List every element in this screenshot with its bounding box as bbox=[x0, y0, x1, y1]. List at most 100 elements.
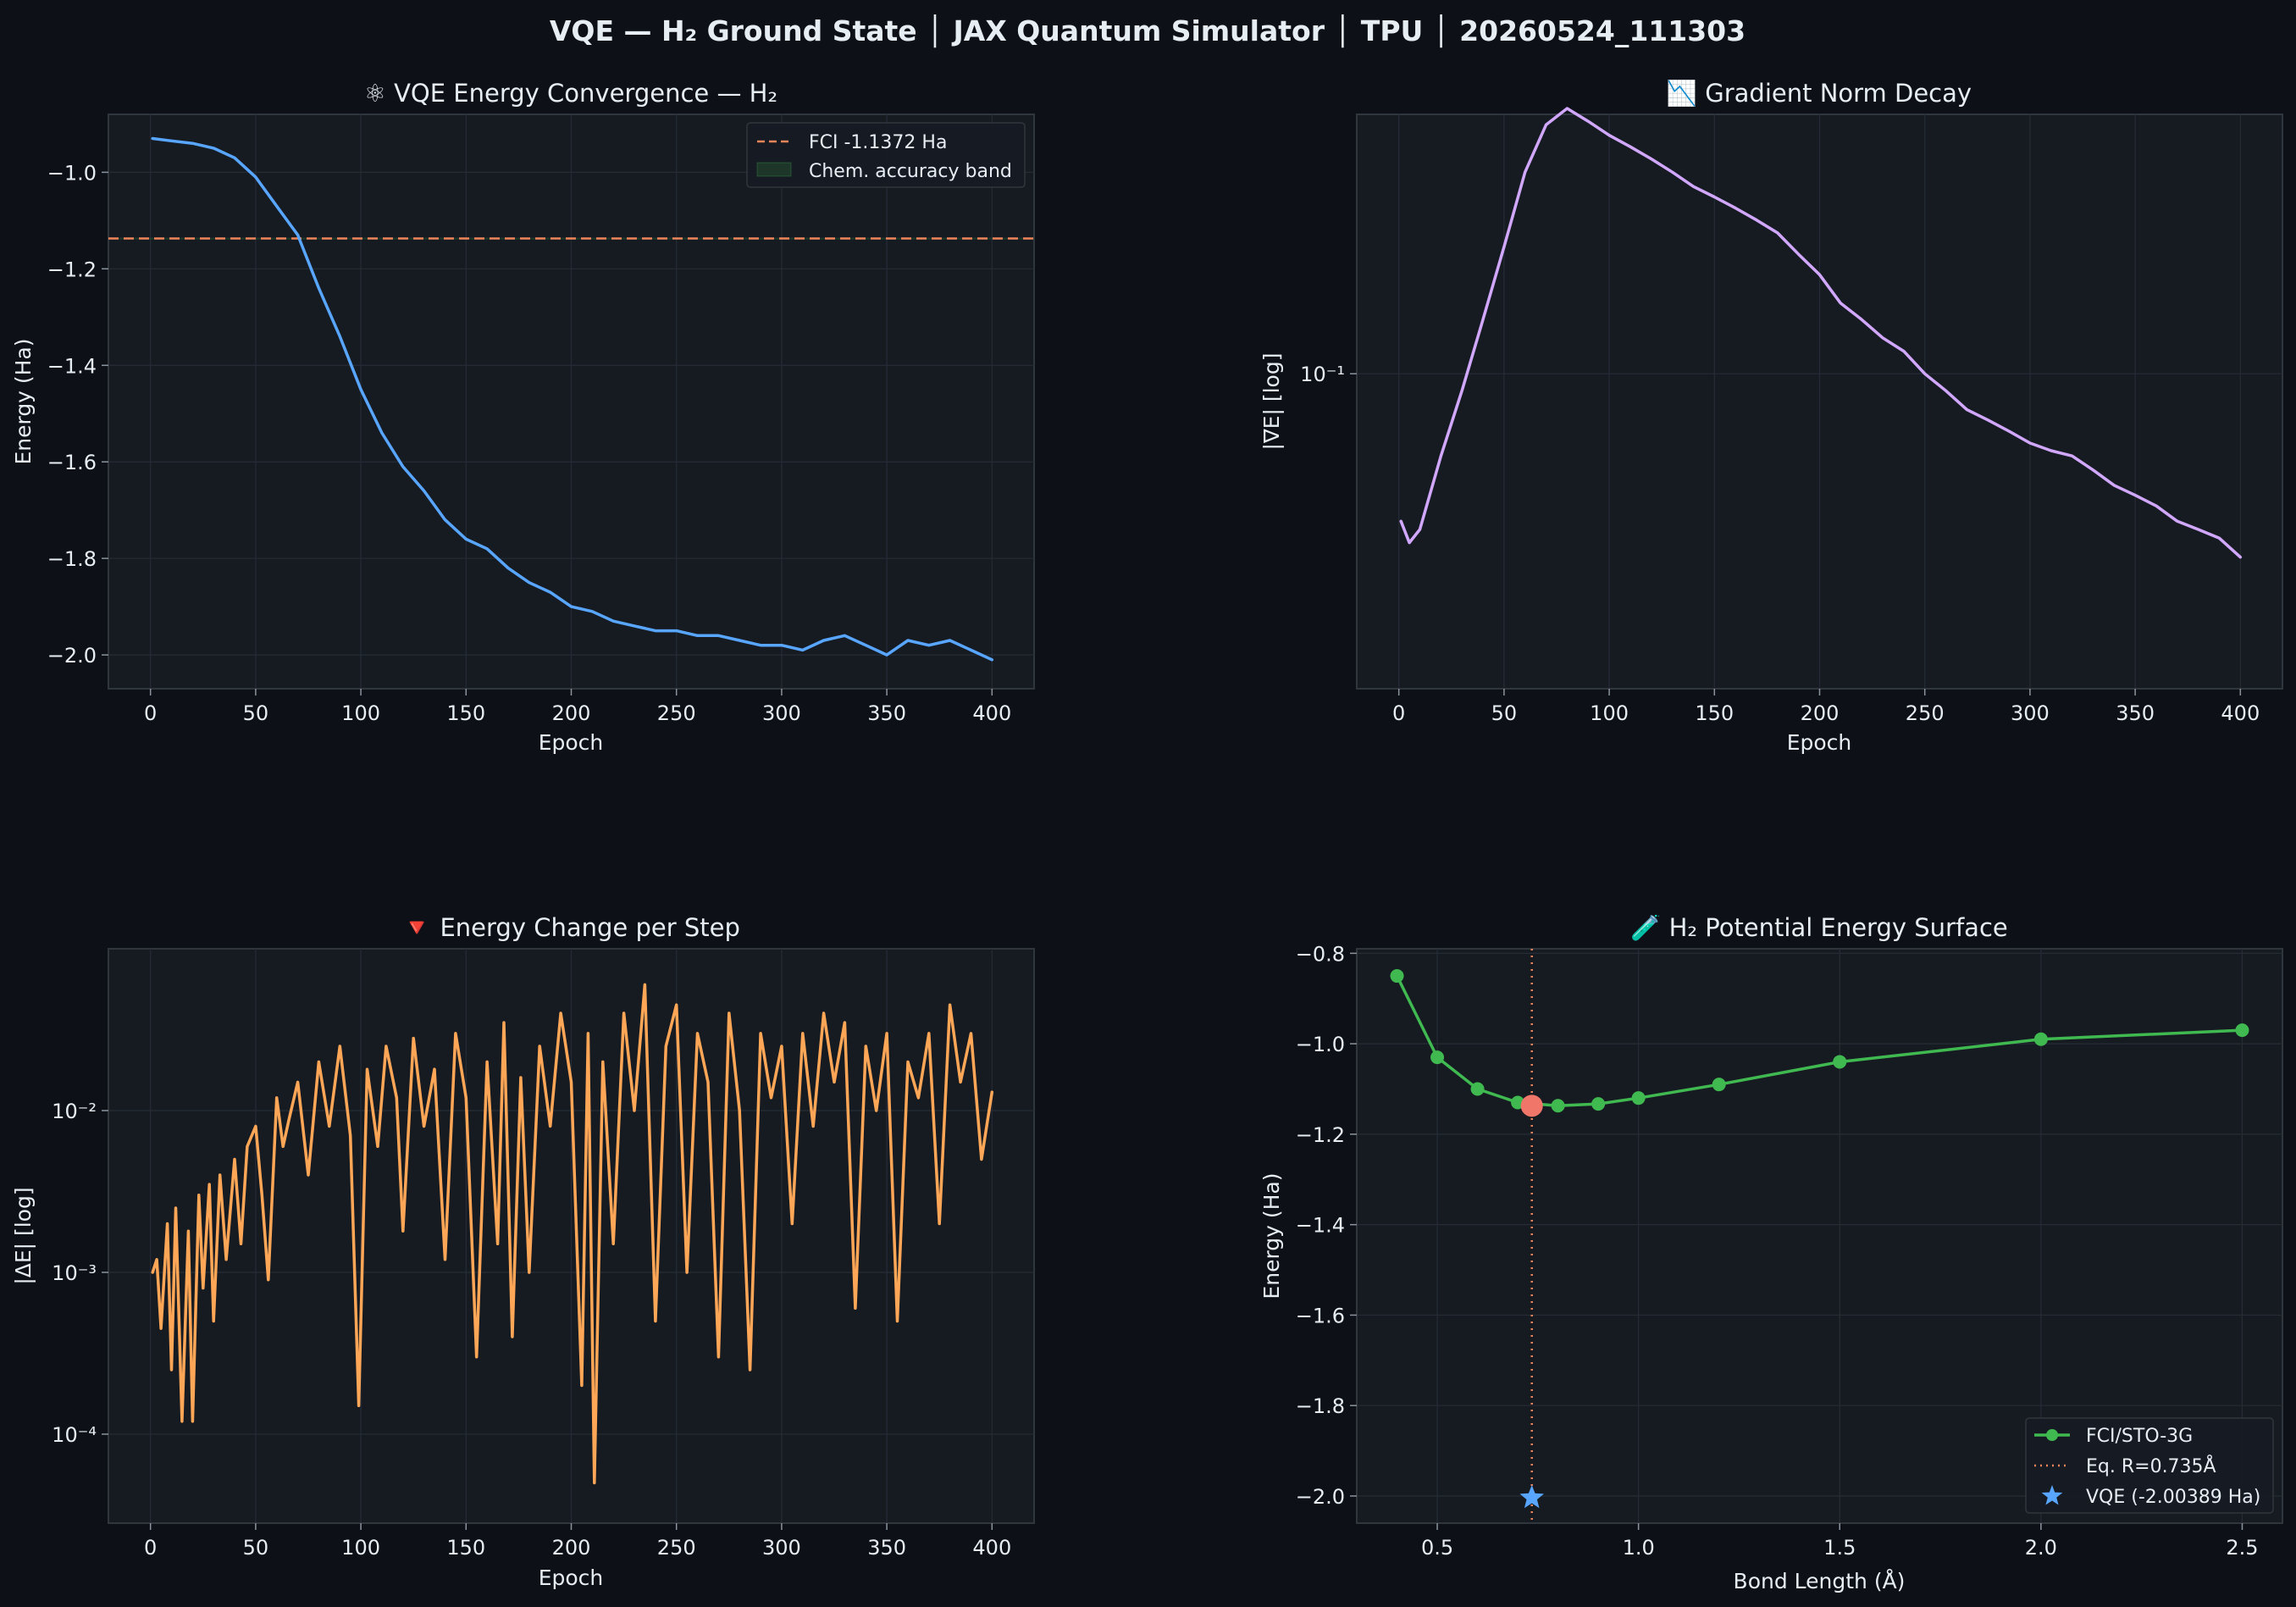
gradient-series-layer bbox=[1399, 107, 2243, 559]
energy-y-ticks: −1.0 −1.2 −1.4 −1.6 −1.8 −2.0 bbox=[47, 161, 108, 668]
x-tick-label: 1.0 bbox=[1623, 1536, 1655, 1560]
x-tick-label: 250 bbox=[657, 1536, 696, 1560]
energy-grid bbox=[108, 114, 1034, 689]
x-tick-label: 400 bbox=[2221, 701, 2260, 725]
x-tick-label: 300 bbox=[762, 1536, 801, 1560]
x-tick-label: 150 bbox=[1695, 701, 1734, 725]
delta-y-ticks: 10⁻² 10⁻³ 10⁻⁴ bbox=[52, 1100, 108, 1447]
energy-convergence-panel: ⚛ VQE Energy Convergence — H₂ Epoch Ener… bbox=[11, 79, 1035, 755]
energy-change-panel: 🔻 Energy Change per Step Epoch |ΔE| [log… bbox=[11, 913, 1035, 1590]
gradient-y-ticks: 10⁻¹ bbox=[1300, 363, 1357, 386]
x-tick-label: 250 bbox=[657, 701, 696, 725]
legend-band-swatch bbox=[756, 162, 792, 177]
pes-data-point bbox=[1591, 1097, 1606, 1111]
delta-panel-title: 🔻 Energy Change per Step bbox=[401, 913, 740, 942]
x-tick-label: 2.0 bbox=[2025, 1536, 2057, 1560]
x-tick-label: 50 bbox=[1491, 701, 1518, 725]
gradient-grid bbox=[1357, 114, 2282, 689]
x-tick-label: 0 bbox=[144, 701, 157, 725]
y-tick-label: −0.8 bbox=[1296, 942, 1345, 966]
gradient-y-axis-label: |∇E| [log] bbox=[1259, 353, 1284, 451]
x-tick-label: 250 bbox=[1906, 701, 1945, 725]
energy-series-layer bbox=[151, 136, 994, 662]
legend-fci-sto3g-label: FCI/STO-3G bbox=[2086, 1426, 2193, 1447]
legend-band-label: Chem. accuracy band bbox=[809, 161, 1012, 182]
x-tick-label: 300 bbox=[762, 701, 801, 725]
legend-fci-sto3g-swatch-marker bbox=[2046, 1429, 2058, 1441]
x-tick-label: 100 bbox=[341, 1536, 380, 1560]
x-tick-label: 2.5 bbox=[2226, 1536, 2258, 1560]
energy-y-axis-label: Energy (Ha) bbox=[11, 338, 36, 464]
x-tick-label: 400 bbox=[972, 701, 1011, 725]
gradient-panel-title: 📉 Gradient Norm Decay bbox=[1667, 79, 1972, 108]
x-tick-label: 150 bbox=[446, 701, 485, 725]
x-tick-label: 200 bbox=[552, 1536, 591, 1560]
y-tick-label: 10⁻³ bbox=[52, 1261, 97, 1285]
delta-x-axis-label: Epoch bbox=[539, 1565, 604, 1590]
x-tick-label: 300 bbox=[2011, 701, 2050, 725]
pes-panel-title: 🧪 H₂ Potential Energy Surface bbox=[1630, 913, 2007, 942]
pes-data-point bbox=[1833, 1055, 1847, 1069]
energy-x-ticks: 0 50 100 150 200 250 300 350 400 bbox=[144, 689, 1011, 725]
x-tick-label: 350 bbox=[2116, 701, 2155, 725]
x-tick-label: 0 bbox=[144, 1536, 157, 1560]
gradient-x-ticks: 0 50 100 150 200 250 300 350 400 bbox=[1392, 689, 2260, 725]
legend-vqe-star-icon bbox=[2041, 1485, 2063, 1505]
x-tick-label: 0.5 bbox=[1421, 1536, 1453, 1560]
y-tick-label: 10⁻⁴ bbox=[52, 1423, 97, 1447]
x-tick-label: 0 bbox=[1392, 701, 1405, 725]
legend-vqe-label: VQE (-2.00389 Ha) bbox=[2086, 1487, 2260, 1508]
pes-data-point bbox=[1430, 1050, 1445, 1065]
y-tick-label: −1.2 bbox=[1296, 1123, 1345, 1147]
gradient-x-axis-label: Epoch bbox=[1787, 730, 1852, 755]
equilibrium-marker bbox=[1520, 1094, 1543, 1117]
y-tick-label: −1.6 bbox=[1296, 1304, 1345, 1327]
x-tick-label: 100 bbox=[341, 701, 380, 725]
x-tick-label: 150 bbox=[446, 1536, 485, 1560]
pes-y-axis-label: Energy (Ha) bbox=[1259, 1172, 1284, 1299]
potential-energy-surface-panel: 🧪 H₂ Potential Energy Surface Bond Lengt… bbox=[1259, 913, 2283, 1593]
pes-legend: FCI/STO-3G Eq. R=0.735Å VQE (-2.00389 Ha… bbox=[2025, 1417, 2274, 1514]
x-tick-label: 400 bbox=[972, 1536, 1011, 1560]
energy-series-line bbox=[151, 136, 994, 662]
y-tick-label: −2.0 bbox=[47, 644, 97, 668]
y-tick-label: 10⁻¹ bbox=[1300, 363, 1345, 386]
y-tick-label: −1.0 bbox=[47, 161, 97, 185]
y-tick-label: −1.0 bbox=[1296, 1033, 1345, 1056]
legend-eq-label: Eq. R=0.735Å bbox=[2086, 1455, 2216, 1477]
gradient-norm-panel: 📉 Gradient Norm Decay Epoch |∇E| [log] 0… bbox=[1259, 79, 2283, 755]
x-tick-label: 100 bbox=[1590, 701, 1629, 725]
pes-data-point bbox=[1470, 1082, 1485, 1096]
energy-x-axis-label: Epoch bbox=[539, 730, 604, 755]
y-tick-label: −1.8 bbox=[1296, 1394, 1345, 1418]
energy-panel-title: ⚛ VQE Energy Convergence — H₂ bbox=[364, 79, 777, 108]
energy-legend: FCI -1.1372 Ha Chem. accuracy band bbox=[746, 122, 1026, 188]
y-tick-label: −1.8 bbox=[47, 547, 97, 571]
x-tick-label: 350 bbox=[867, 701, 906, 725]
delta-y-axis-label: |ΔE| [log] bbox=[11, 1187, 36, 1284]
y-tick-label: −1.4 bbox=[47, 354, 97, 378]
delta-x-ticks: 0 50 100 150 200 250 300 350 400 bbox=[144, 1523, 1011, 1560]
pes-y-ticks: −0.8 −1.0 −1.2 −1.4 −1.6 −1.8 −2.0 bbox=[1296, 942, 1357, 1509]
gradient-series-line bbox=[1399, 107, 2243, 559]
delta-series-line bbox=[151, 983, 994, 1485]
pes-legend-box bbox=[2025, 1417, 2274, 1514]
delta-series-layer bbox=[151, 983, 994, 1485]
pes-data-point bbox=[2235, 1023, 2249, 1038]
delta-grid bbox=[108, 949, 1034, 1523]
legend-fci-label: FCI -1.1372 Ha bbox=[809, 132, 947, 153]
y-tick-label: −1.2 bbox=[47, 258, 97, 281]
y-tick-label: −2.0 bbox=[1296, 1485, 1345, 1509]
y-tick-label: −1.6 bbox=[47, 451, 97, 474]
pes-data-point bbox=[1631, 1091, 1646, 1106]
pes-highlight-markers bbox=[1519, 1094, 1544, 1509]
figure-title: VQE — H₂ Ground State │ JAX Quantum Simu… bbox=[550, 14, 1746, 48]
x-tick-label: 350 bbox=[867, 1536, 906, 1560]
x-tick-label: 50 bbox=[243, 1536, 269, 1560]
x-tick-label: 200 bbox=[552, 701, 591, 725]
pes-data-point bbox=[1390, 969, 1404, 984]
x-tick-label: 1.5 bbox=[1823, 1536, 1856, 1560]
y-tick-label: −1.4 bbox=[1296, 1214, 1345, 1238]
y-tick-label: 10⁻² bbox=[52, 1100, 97, 1123]
vqe-result-star-marker bbox=[1519, 1485, 1544, 1509]
